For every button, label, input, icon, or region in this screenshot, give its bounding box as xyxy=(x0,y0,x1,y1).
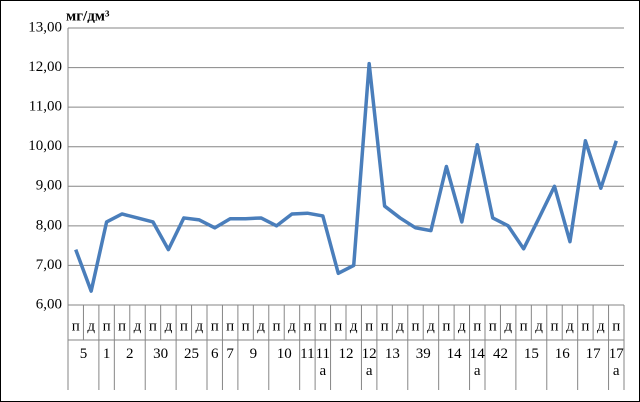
group-label: 2 xyxy=(126,346,134,362)
x-tick-label: д xyxy=(257,318,265,334)
y-tick-label: 10,00 xyxy=(28,138,62,154)
group-label: 42 xyxy=(492,346,508,362)
x-tick-label: п xyxy=(334,318,342,334)
x-tick-label: п xyxy=(381,318,389,334)
y-tick-label: 8,00 xyxy=(36,217,62,233)
x-tick-label: п xyxy=(272,318,280,334)
group-label-box: 5 xyxy=(79,346,88,362)
x-tick-label: п xyxy=(489,318,497,334)
group-label: 10 xyxy=(276,346,292,362)
group-label-box: 11 а xyxy=(315,346,331,379)
y-tick-label: 6,00 xyxy=(36,296,62,312)
x-tick-label: д xyxy=(134,318,142,334)
group-label-box: 17 xyxy=(585,346,601,362)
group-label-box: 14 xyxy=(446,346,462,362)
y-tick-label: 13,00 xyxy=(28,19,62,35)
group-label: 17 xyxy=(585,346,601,362)
group-label-box: 16 xyxy=(554,346,570,362)
group-label-box: 30 xyxy=(153,346,169,362)
group-label-box: 10 xyxy=(276,346,292,362)
y-tick-label: 11,00 xyxy=(29,99,62,115)
group-label: 12 а xyxy=(361,346,377,379)
group-label-box: 25 xyxy=(184,346,200,362)
x-tick-label: п xyxy=(118,318,126,334)
group-label-box: 9 xyxy=(249,346,258,362)
group-label: 30 xyxy=(153,346,169,362)
group-label: 11 а xyxy=(315,346,331,379)
x-tick-label: д xyxy=(597,318,605,334)
group-label: 9 xyxy=(249,346,258,362)
group-label: 13 xyxy=(384,346,400,362)
group-label-box: 7 xyxy=(226,346,234,362)
group-label-box: 15 xyxy=(523,346,539,362)
x-tick-label: п xyxy=(72,318,80,334)
group-label: 16 xyxy=(554,346,570,362)
x-tick-label: п xyxy=(612,318,620,334)
x-tick-label: п xyxy=(520,318,528,334)
x-tick-label: п xyxy=(149,318,157,334)
group-label: 39 xyxy=(415,346,431,362)
x-tick-label: п xyxy=(103,318,111,334)
x-tick-label: д xyxy=(288,318,296,334)
x-tick-label: д xyxy=(504,318,512,334)
group-label-box: 11 xyxy=(300,346,315,362)
group-label: 25 xyxy=(184,346,200,362)
unit-label: мг/дм³ xyxy=(66,8,110,24)
group-label: 14 а xyxy=(469,346,485,379)
group-label: 6 xyxy=(210,346,219,362)
group-label: 11 xyxy=(300,346,315,362)
x-tick-label: п xyxy=(473,318,481,334)
x-tick-label: п xyxy=(180,318,188,334)
x-tick-label: п xyxy=(226,318,234,334)
group-label-box: 39 xyxy=(415,346,431,362)
x-tick-label: д xyxy=(427,318,435,334)
x-tick-label: д xyxy=(535,318,543,334)
x-tick-label: п xyxy=(242,318,250,334)
group-label-box: 13 xyxy=(384,346,400,362)
data-line xyxy=(74,61,618,293)
y-tick-label: 7,00 xyxy=(36,257,62,273)
group-label-box: 17 а xyxy=(608,346,624,379)
x-tick-label: д xyxy=(165,318,173,334)
group-label-box: 14 а xyxy=(469,346,485,379)
x-tick-label: д xyxy=(195,318,203,334)
x-tick-label: п xyxy=(581,318,589,334)
x-tick-label: д xyxy=(87,318,95,334)
x-tick-label: п xyxy=(365,318,373,334)
group-label: 7 xyxy=(226,346,234,362)
group-label-box: 1 xyxy=(102,346,111,362)
x-tick-label: п xyxy=(303,318,311,334)
group-label: 5 xyxy=(79,346,88,362)
group-label-box: 12 а xyxy=(361,346,377,379)
x-tick-label: д xyxy=(566,318,574,334)
group-label: 15 xyxy=(523,346,539,362)
group-label: 17 а xyxy=(608,346,624,379)
x-tick-label: д xyxy=(396,318,404,334)
y-tick-label: 9,00 xyxy=(36,178,62,194)
x-tick-label: д xyxy=(458,318,466,334)
x-tick-label: п xyxy=(442,318,450,334)
x-tick-label: п xyxy=(550,318,558,334)
group-label-box: 6 xyxy=(210,346,219,362)
x-tick-label: п xyxy=(211,318,219,334)
group-label: 1 xyxy=(102,346,111,362)
x-tick-label: п xyxy=(319,318,327,334)
x-tick-label: п xyxy=(411,318,419,334)
x-tick-label: д xyxy=(350,318,358,334)
group-label-box: 42 xyxy=(492,346,508,362)
group-label: 14 xyxy=(446,346,462,362)
group-label-box: 12 xyxy=(338,346,354,362)
group-label-box: 2 xyxy=(126,346,134,362)
group-label: 12 xyxy=(338,346,354,362)
y-tick-label: 12,00 xyxy=(28,59,62,75)
